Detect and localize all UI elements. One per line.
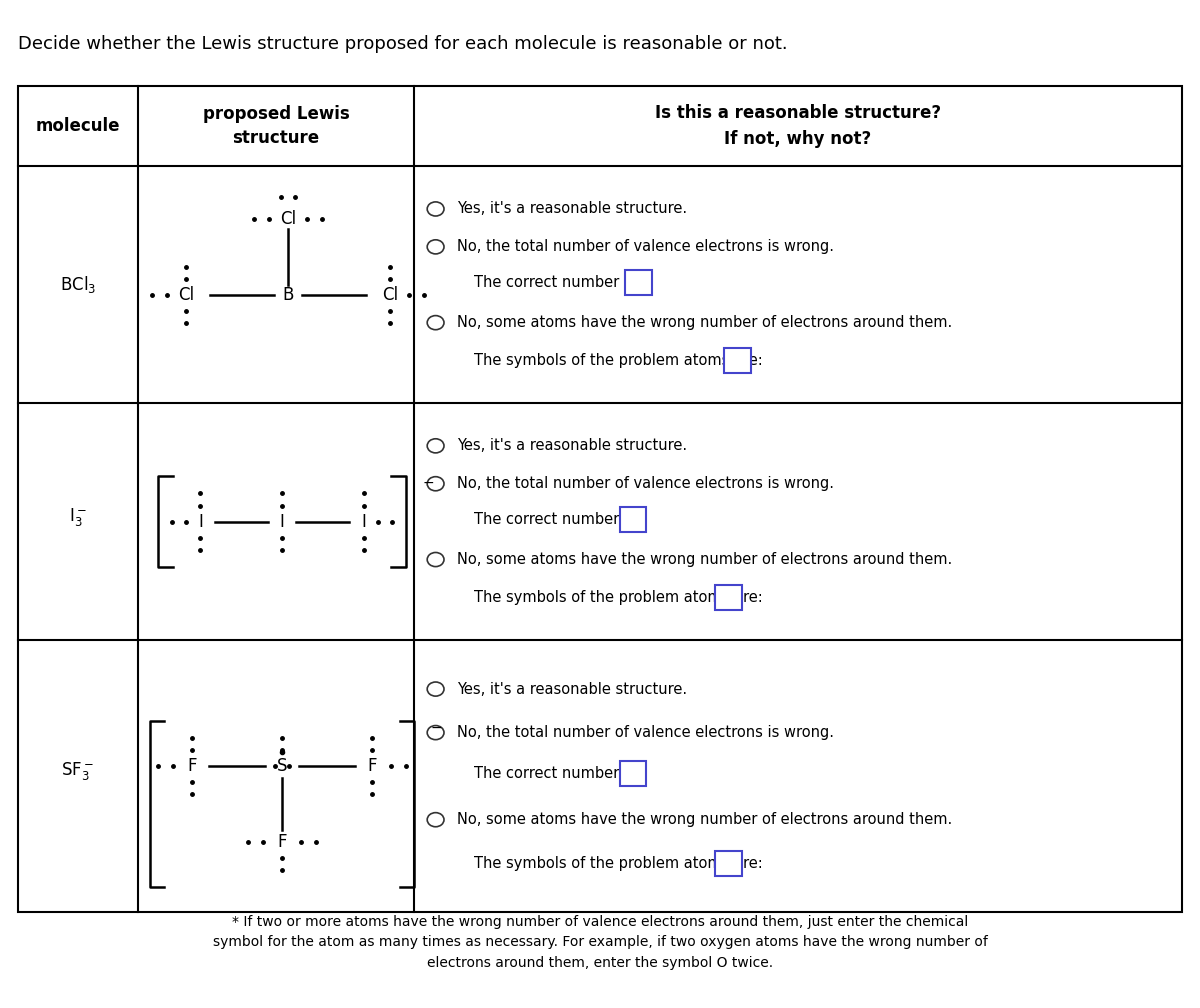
Text: molecule: molecule [36, 117, 120, 135]
Text: −: − [422, 477, 434, 490]
Text: The symbols of the problem atoms are:: The symbols of the problem atoms are: [474, 856, 763, 871]
Text: No, the total number of valence electrons is wrong.: No, the total number of valence electron… [457, 239, 834, 254]
Bar [725, 348, 751, 373]
Text: I: I [198, 513, 203, 530]
Text: The correct number is:: The correct number is: [474, 275, 641, 290]
Bar [18, 86, 1182, 912]
Bar [620, 507, 647, 532]
Text: Is this a reasonable structure?: Is this a reasonable structure? [655, 104, 941, 122]
Circle shape [427, 552, 444, 566]
Text: Decide whether the Lewis structure proposed for each molecule is reasonable or n: Decide whether the Lewis structure propo… [18, 35, 787, 53]
Text: No, some atoms have the wrong number of electrons around them.: No, some atoms have the wrong number of … [457, 316, 953, 331]
Circle shape [427, 438, 444, 453]
Text: F: F [367, 757, 377, 775]
Text: No, the total number of valence electrons is wrong.: No, the total number of valence electron… [457, 476, 834, 491]
Text: Cl: Cl [178, 286, 194, 303]
Text: structure: structure [233, 129, 319, 147]
Text: I: I [361, 513, 366, 530]
Text: The correct number is:: The correct number is: [474, 766, 641, 781]
Text: B: B [282, 286, 294, 303]
Text: F: F [187, 757, 197, 775]
Bar [620, 761, 647, 786]
Circle shape [427, 682, 444, 697]
Text: proposed Lewis: proposed Lewis [203, 105, 349, 123]
Text: BCl$_3$: BCl$_3$ [60, 274, 96, 295]
Text: SF$_3^-$: SF$_3^-$ [61, 760, 95, 782]
Text: Cl: Cl [280, 211, 296, 228]
Bar [715, 585, 742, 610]
Text: No, the total number of valence electrons is wrong.: No, the total number of valence electron… [457, 725, 834, 740]
Text: No, some atoms have the wrong number of electrons around them.: No, some atoms have the wrong number of … [457, 812, 953, 828]
Text: I: I [280, 513, 284, 530]
Circle shape [427, 477, 444, 491]
Bar [625, 270, 652, 295]
Text: If not, why not?: If not, why not? [725, 130, 871, 148]
Text: S: S [277, 757, 287, 775]
Text: Yes, it's a reasonable structure.: Yes, it's a reasonable structure. [457, 202, 688, 217]
Text: I$_3^-$: I$_3^-$ [70, 506, 86, 527]
Text: * If two or more atoms have the wrong number of valence electrons around them, j: * If two or more atoms have the wrong nu… [212, 915, 988, 970]
Text: No, some atoms have the wrong number of electrons around them.: No, some atoms have the wrong number of … [457, 552, 953, 568]
Text: The symbols of the problem atoms are:: The symbols of the problem atoms are: [474, 353, 763, 368]
Text: The correct number is:: The correct number is: [474, 512, 641, 527]
Circle shape [427, 202, 444, 216]
Text: −: − [431, 721, 443, 735]
Text: Yes, it's a reasonable structure.: Yes, it's a reasonable structure. [457, 438, 688, 454]
Text: F: F [277, 833, 287, 851]
Circle shape [427, 726, 444, 740]
Text: Yes, it's a reasonable structure.: Yes, it's a reasonable structure. [457, 681, 688, 697]
Circle shape [427, 812, 444, 827]
Text: The symbols of the problem atoms are:: The symbols of the problem atoms are: [474, 590, 763, 605]
Text: Cl: Cl [382, 286, 398, 303]
Bar [715, 851, 742, 876]
Circle shape [427, 240, 444, 254]
Circle shape [427, 316, 444, 330]
